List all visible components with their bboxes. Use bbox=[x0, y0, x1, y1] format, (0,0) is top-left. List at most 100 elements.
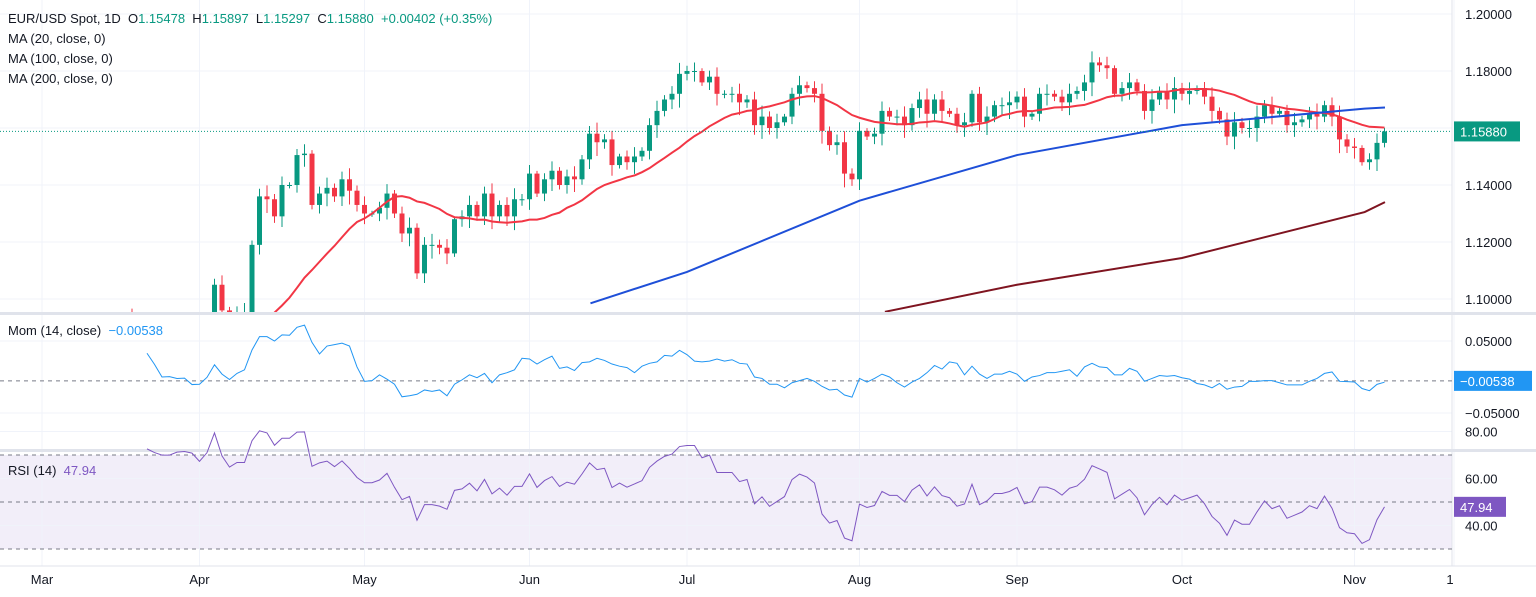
ma20-legend[interactable]: MA (20, close, 0) bbox=[8, 31, 106, 46]
candle bbox=[452, 216, 457, 257]
open-value: 1.15478 bbox=[138, 11, 186, 26]
candle-body bbox=[302, 153, 307, 156]
candle-body bbox=[1157, 90, 1162, 100]
last-price-label: 1.15880 bbox=[1460, 124, 1507, 139]
candle bbox=[909, 103, 915, 131]
candle bbox=[887, 107, 892, 122]
candle bbox=[1089, 51, 1095, 97]
candle bbox=[1149, 89, 1155, 124]
candle-body bbox=[819, 93, 825, 131]
candle bbox=[1022, 88, 1027, 128]
candle-body bbox=[909, 108, 915, 126]
candle-body bbox=[744, 99, 750, 103]
candle bbox=[954, 107, 960, 133]
candle-body bbox=[444, 247, 450, 254]
candle bbox=[804, 81, 810, 93]
candle-body bbox=[422, 244, 427, 274]
candle bbox=[827, 126, 832, 151]
candle-body bbox=[377, 207, 382, 214]
candle-body bbox=[662, 99, 667, 111]
candle bbox=[812, 81, 817, 103]
candle-body bbox=[999, 105, 1005, 107]
candle-body bbox=[1134, 82, 1140, 91]
candle-body bbox=[654, 110, 660, 126]
ma100-legend[interactable]: MA (100, close, 0) bbox=[8, 51, 113, 66]
candle-body bbox=[317, 193, 322, 205]
candle-body bbox=[894, 116, 900, 118]
candle-body bbox=[669, 93, 675, 100]
candle-body bbox=[407, 227, 412, 234]
rsi-value-label: 47.94 bbox=[1460, 500, 1493, 515]
candle bbox=[272, 194, 277, 223]
candle-body bbox=[617, 156, 622, 166]
candle bbox=[752, 91, 757, 135]
candle bbox=[729, 86, 735, 103]
candle-body bbox=[1164, 90, 1170, 100]
candle bbox=[1082, 74, 1087, 101]
candle bbox=[849, 168, 855, 186]
candle-body bbox=[804, 85, 810, 89]
candle-body bbox=[362, 204, 367, 214]
mom-legend[interactable]: Mom (14, close) −0.00538 bbox=[8, 323, 164, 338]
candle-body bbox=[797, 85, 802, 94]
candle-body bbox=[962, 122, 967, 126]
candle bbox=[294, 149, 300, 193]
candle-body bbox=[984, 116, 990, 123]
rsi-tick-label: 80.00 bbox=[1465, 425, 1498, 440]
candle-body bbox=[1089, 62, 1095, 83]
candle-body bbox=[1292, 122, 1297, 126]
candle bbox=[497, 200, 502, 222]
candle bbox=[1164, 83, 1170, 110]
candle bbox=[969, 90, 975, 127]
ma200-legend[interactable]: MA (200, close, 0) bbox=[8, 71, 113, 86]
candle-body bbox=[1187, 90, 1192, 94]
candle bbox=[429, 233, 435, 259]
candle bbox=[902, 106, 907, 138]
candle-body bbox=[564, 176, 570, 185]
time-tick-label: Nov bbox=[1343, 572, 1367, 587]
candle bbox=[819, 83, 825, 144]
candle bbox=[542, 173, 547, 202]
candle-body bbox=[1209, 96, 1215, 111]
candle bbox=[324, 177, 330, 207]
candle bbox=[1202, 82, 1207, 105]
candle-body bbox=[752, 99, 757, 126]
candle-body bbox=[977, 93, 982, 123]
candle-body bbox=[737, 93, 742, 103]
candle bbox=[519, 194, 525, 206]
candle-body bbox=[452, 219, 457, 254]
candle bbox=[1209, 87, 1215, 123]
candle-body bbox=[1112, 68, 1117, 94]
candle-body bbox=[347, 179, 352, 191]
candle bbox=[527, 165, 532, 210]
candle-body bbox=[864, 130, 870, 137]
candle-body bbox=[542, 179, 547, 194]
candle-body bbox=[1067, 93, 1072, 103]
candle bbox=[399, 206, 405, 243]
rsi-value-badge bbox=[1454, 496, 1506, 517]
candle-body bbox=[1142, 90, 1147, 111]
pane-separator bbox=[0, 449, 1536, 452]
candle bbox=[699, 68, 705, 86]
rsi-legend[interactable]: RSI (14) 47.94 bbox=[8, 463, 97, 478]
candle-body bbox=[1307, 113, 1312, 120]
candle-body bbox=[992, 105, 997, 117]
ma200-line bbox=[884, 201, 1386, 312]
candle bbox=[549, 161, 555, 192]
candle bbox=[572, 166, 577, 193]
last-price-badge bbox=[1454, 121, 1520, 142]
candle bbox=[1104, 56, 1110, 79]
candle-body bbox=[1082, 82, 1087, 91]
candle-body bbox=[557, 170, 562, 185]
low-value: 1.15297 bbox=[263, 11, 311, 26]
candle-body bbox=[504, 204, 510, 217]
candle bbox=[962, 112, 967, 137]
mom-value-label: −0.00538 bbox=[1460, 374, 1515, 389]
price-tick-label: 1.20000 bbox=[1465, 7, 1512, 22]
candle bbox=[1172, 77, 1177, 114]
candle-body bbox=[722, 93, 727, 95]
candle-body bbox=[639, 150, 645, 157]
candle-body bbox=[1232, 122, 1237, 137]
candle-body bbox=[1127, 82, 1132, 89]
